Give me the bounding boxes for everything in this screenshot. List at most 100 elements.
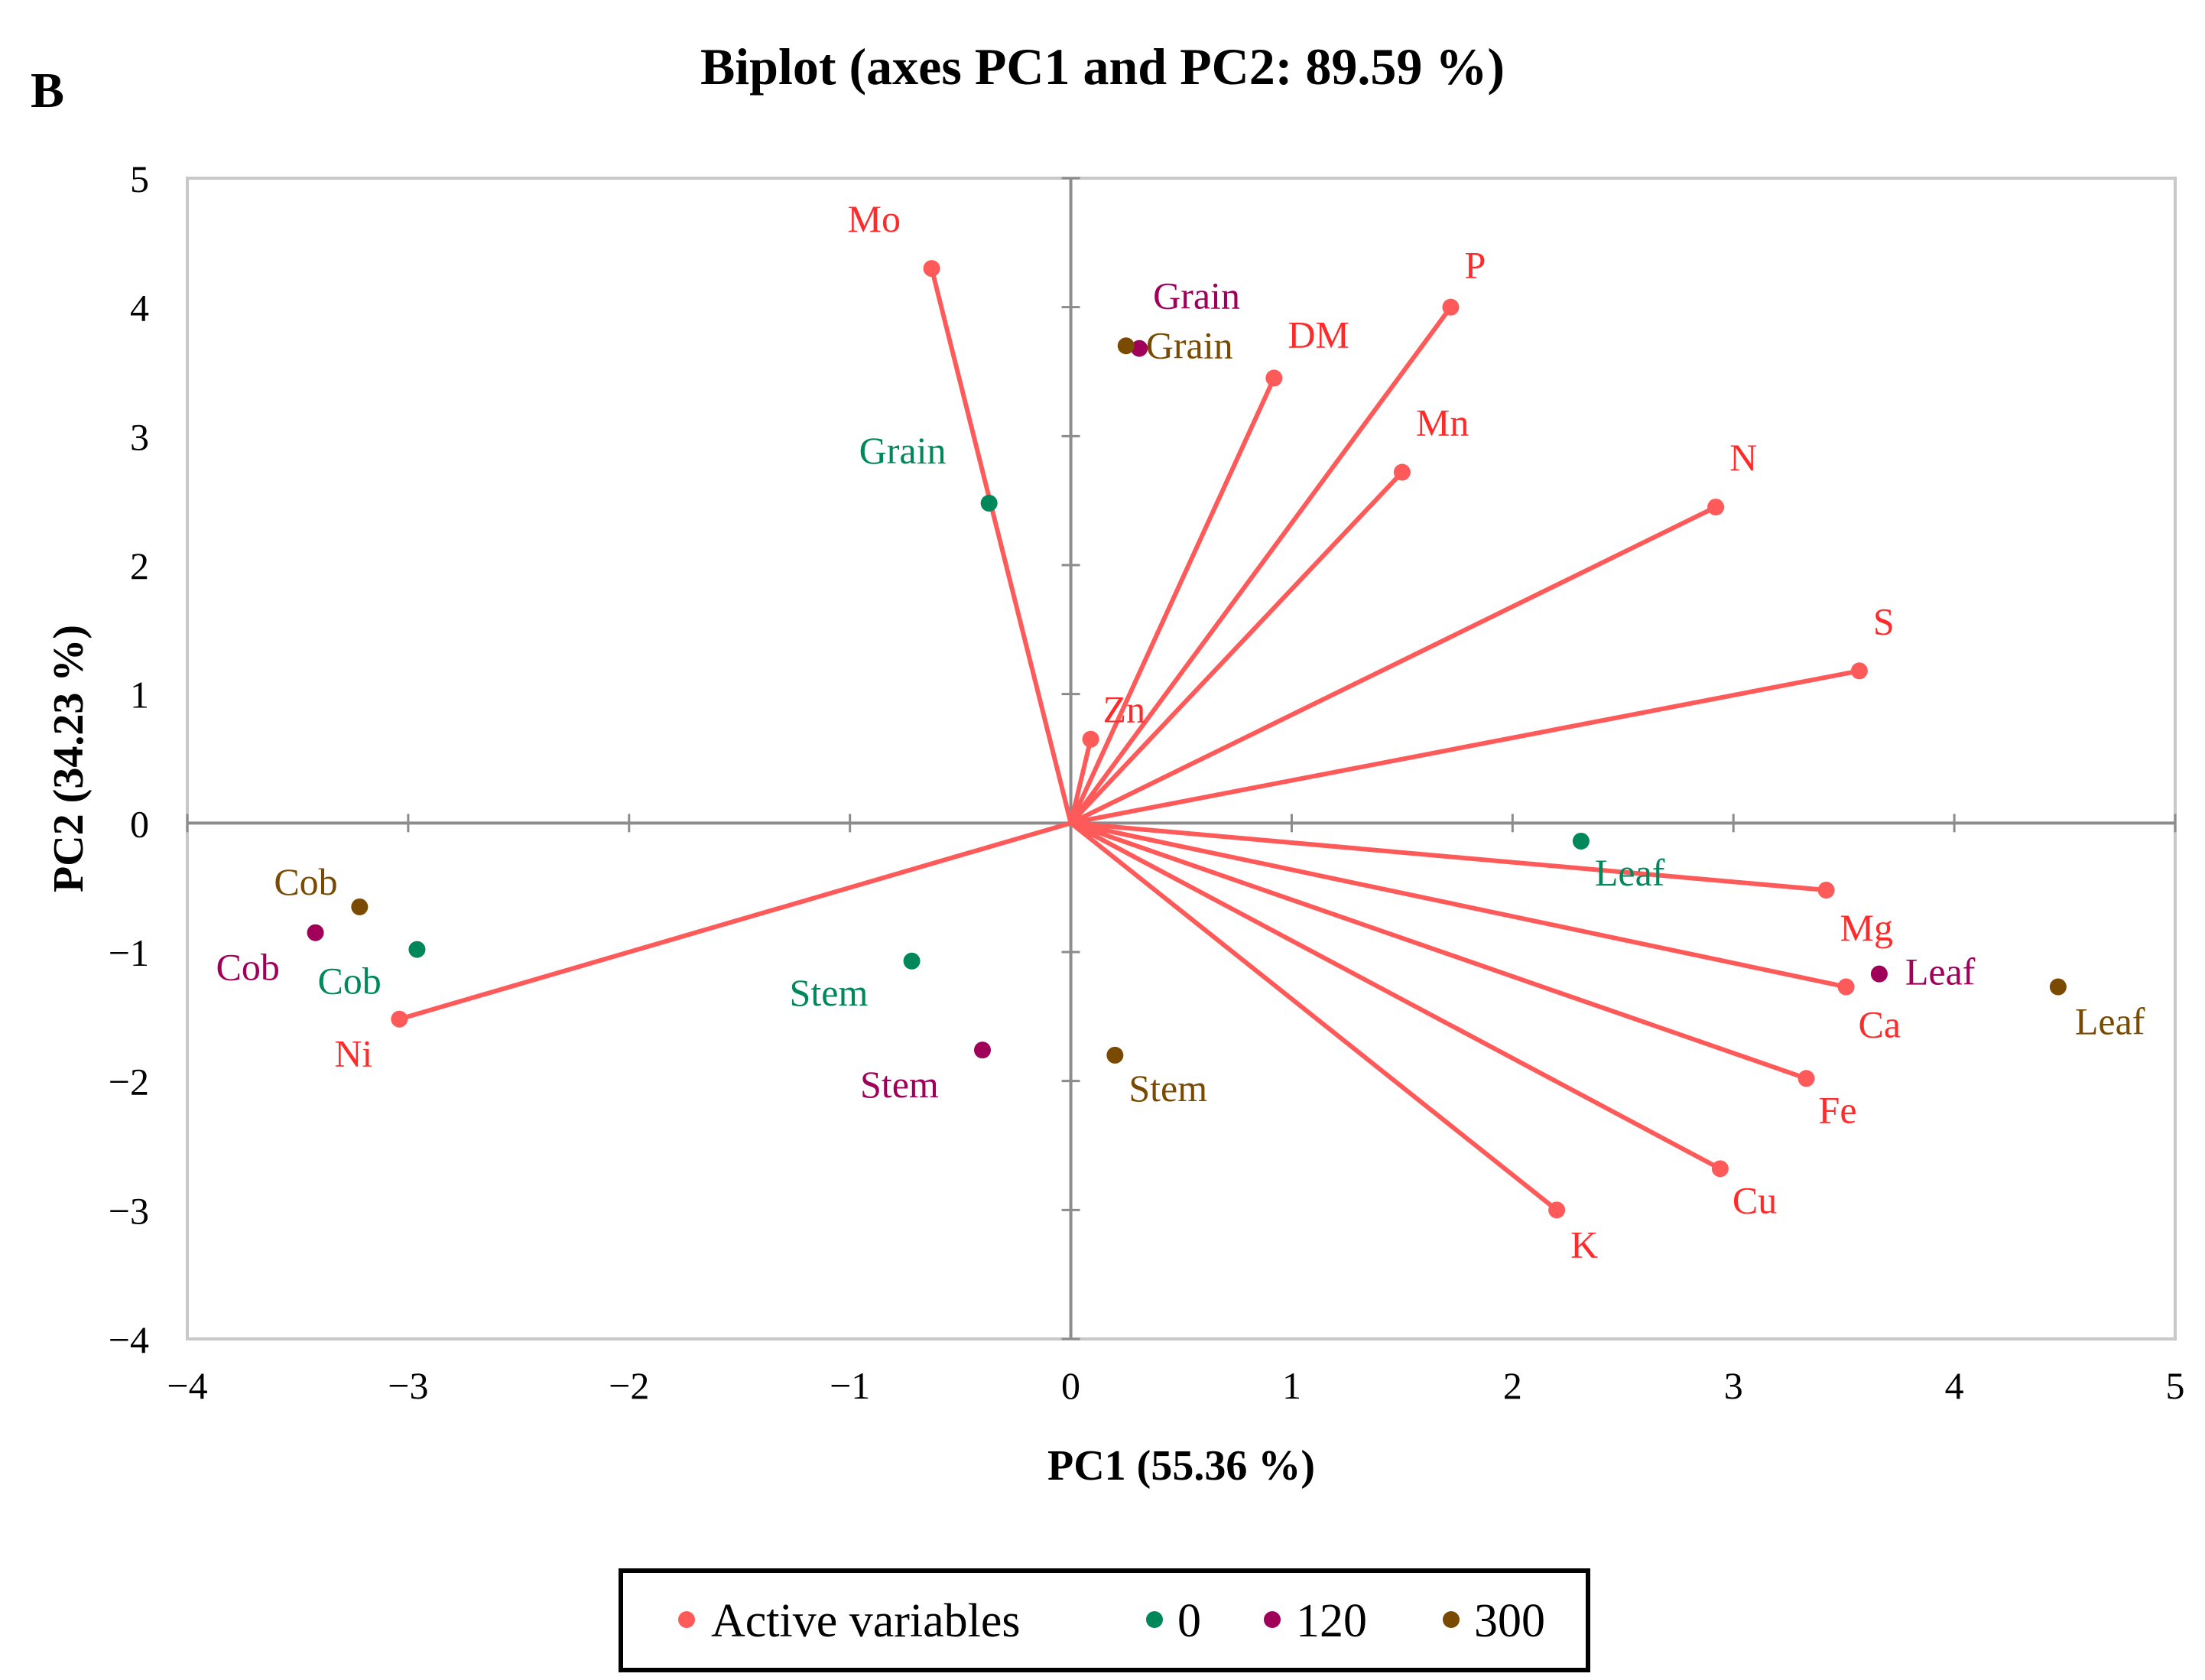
y-tick-label: −1 xyxy=(109,931,149,974)
vector-ni xyxy=(398,821,1072,1022)
point-dose300-grain xyxy=(1117,337,1135,355)
legend-marker xyxy=(678,1611,695,1628)
vector-fe xyxy=(1070,821,1807,1081)
point-label: DM xyxy=(1288,313,1349,356)
point-label: Grain xyxy=(859,429,947,472)
x-tick-label: 3 xyxy=(1724,1364,1743,1407)
point-label: Mg xyxy=(1840,906,1893,949)
vector-mn xyxy=(1069,470,1405,825)
vector-cu xyxy=(1070,821,1722,1171)
point-label: Mo xyxy=(848,197,901,240)
y-tick-label: 0 xyxy=(130,802,149,845)
x-tick-label: 0 xyxy=(1061,1364,1080,1407)
legend-box xyxy=(619,1568,1590,1672)
vector-zn xyxy=(1068,739,1093,824)
point-label: Grain xyxy=(1146,323,1233,366)
y-tick-label: 4 xyxy=(130,287,149,330)
point-dose300-stem xyxy=(1106,1046,1124,1064)
point-label: Cob xyxy=(216,946,280,989)
point-var-mn xyxy=(1393,463,1411,481)
point-dose120-grain xyxy=(1131,340,1148,357)
point-label: Cu xyxy=(1732,1178,1777,1221)
x-tick-label: 4 xyxy=(1945,1364,1964,1407)
vectors-layer xyxy=(398,268,1860,1212)
point-dose300-cob xyxy=(351,898,369,915)
point-label: Cob xyxy=(317,960,381,1002)
vector-dm xyxy=(1068,377,1277,824)
x-tick-label: 2 xyxy=(1503,1364,1522,1407)
vector-mg xyxy=(1070,821,1827,893)
y-tick-label: 1 xyxy=(130,674,149,717)
legend: Active variables 0 120 300 xyxy=(619,1568,1590,1672)
point-dose120-leaf xyxy=(1870,965,1888,983)
point-label: Leaf xyxy=(1595,851,1665,894)
point-label: Stem xyxy=(1128,1067,1207,1110)
point-label: Fe xyxy=(1819,1088,1857,1131)
point-var-n xyxy=(1707,499,1725,516)
points-layer xyxy=(307,260,2067,1219)
legend-label: 0 xyxy=(1177,1595,1201,1647)
x-tick-label: −4 xyxy=(167,1364,207,1407)
y-tick-label: −2 xyxy=(109,1061,149,1103)
y-tick-label: −3 xyxy=(109,1189,149,1232)
vector-mo xyxy=(929,268,1073,824)
vector-s xyxy=(1070,668,1860,826)
x-tick-label: 5 xyxy=(2166,1364,2185,1407)
legend-label: Active variables xyxy=(711,1595,1021,1647)
point-label: Leaf xyxy=(1905,950,1976,993)
y-tick-label: 2 xyxy=(130,544,149,587)
point-var-p xyxy=(1442,298,1460,316)
point-label: Stem xyxy=(790,971,869,1014)
legend-label: 120 xyxy=(1296,1595,1367,1647)
y-axis-label: PC2 (34.23 %) xyxy=(45,625,93,892)
point-var-ni xyxy=(391,1010,408,1028)
point-label: Mn xyxy=(1416,401,1469,444)
legend-marker xyxy=(1443,1611,1460,1628)
x-tick-label: −3 xyxy=(388,1364,428,1407)
y-tick-label: 5 xyxy=(130,158,149,200)
point-label: Zn xyxy=(1103,688,1146,731)
point-var-cu xyxy=(1711,1160,1729,1178)
plot-area xyxy=(186,177,2177,1340)
x-tick-label: −1 xyxy=(830,1364,870,1407)
point-var-s xyxy=(1850,662,1868,680)
point-label: Ca xyxy=(1859,1003,1901,1046)
x-tick-label: −2 xyxy=(609,1364,649,1407)
point-var-zn xyxy=(1082,730,1099,748)
point-dose0-stem xyxy=(903,952,921,970)
legend-marker xyxy=(1146,1611,1163,1628)
point-label: P xyxy=(1464,244,1486,287)
axes-layer xyxy=(187,178,2175,1339)
point-dose0-leaf xyxy=(1572,832,1590,850)
point-var-dm xyxy=(1265,369,1283,387)
y-tick-label: −4 xyxy=(109,1318,149,1361)
x-axis-label: PC1 (55.36 %) xyxy=(1047,1442,1315,1490)
vector-n xyxy=(1070,505,1717,826)
point-label: Grain xyxy=(1153,275,1240,317)
point-label: Leaf xyxy=(2075,1000,2145,1043)
legend-items: Active variables 0 120 300 xyxy=(678,1595,1545,1647)
point-label: K xyxy=(1570,1223,1598,1266)
point-dose0-cob xyxy=(408,941,426,958)
legend-marker xyxy=(1264,1611,1281,1628)
point-var-ca xyxy=(1837,978,1855,996)
point-var-fe xyxy=(1797,1070,1815,1087)
point-var-k xyxy=(1548,1201,1566,1219)
y-tick-label: 3 xyxy=(130,415,149,458)
chart-title: Biplot (axes PC1 and PC2: 89.59 %) xyxy=(700,37,1505,96)
point-dose300-leaf xyxy=(2049,978,2067,996)
point-label: S xyxy=(1873,600,1895,642)
vector-k xyxy=(1069,821,1558,1212)
x-tick-label: 1 xyxy=(1282,1364,1301,1407)
point-var-mo xyxy=(923,260,940,278)
point-label: Ni xyxy=(334,1032,372,1075)
point-label: Cob xyxy=(274,860,337,903)
point-dose120-stem xyxy=(974,1041,991,1059)
point-label: N xyxy=(1729,436,1757,479)
point-dose0-grain xyxy=(980,495,998,512)
point-dose120-cob xyxy=(307,924,324,941)
point-var-mg xyxy=(1817,882,1835,899)
point-label: Stem xyxy=(860,1063,939,1106)
